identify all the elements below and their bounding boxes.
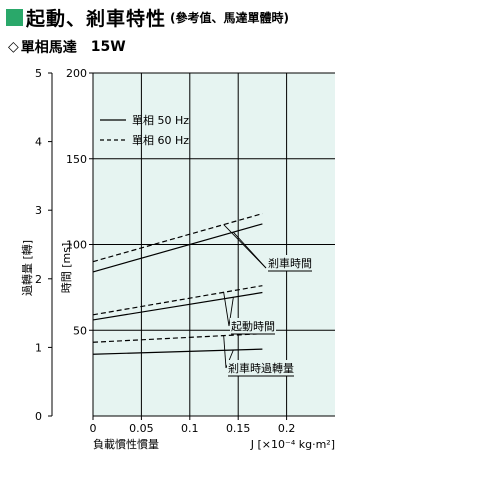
annotation-label-background xyxy=(227,360,295,376)
annotation-leader-line xyxy=(223,224,267,269)
series-line xyxy=(92,223,263,273)
time-tick-label: 150 xyxy=(66,153,87,166)
annotation-label-background xyxy=(230,318,276,334)
title-marker-icon xyxy=(6,8,23,26)
motor-power-label: 15W xyxy=(90,39,126,55)
annotation-label: 起動時間 xyxy=(231,319,275,333)
time-tick-label: 50 xyxy=(73,324,87,337)
overrun-tick-label: 0 xyxy=(35,410,42,423)
annotation-label-background xyxy=(267,255,313,271)
overrun-axis-title: 過轉量 [轉] xyxy=(21,240,34,296)
overrun-tick-label: 1 xyxy=(35,341,42,354)
motor-type-label: 單相馬達 xyxy=(20,40,77,56)
x-axis-unit: J [×10⁻⁴ kg·m²] xyxy=(250,438,335,451)
overrun-tick-label: 3 xyxy=(35,204,42,217)
page-title: 起動、剎車特性 xyxy=(26,7,167,30)
series-line xyxy=(92,348,263,355)
annotation-leader-line xyxy=(223,335,227,369)
series-line xyxy=(92,291,263,321)
overrun-tick-label: 2 xyxy=(35,273,42,286)
x-tick-label: 0.1 xyxy=(181,422,199,435)
series-line xyxy=(92,285,263,316)
x-tick-label: 0 xyxy=(90,422,97,435)
series-line xyxy=(92,333,263,343)
annotation-leader-line xyxy=(223,292,230,327)
motor-subheading: ◇ 單相馬達 15W xyxy=(8,37,126,57)
x-axis-title: 負載慣性慣量 xyxy=(93,437,159,451)
diamond-outline-icon: ◇ xyxy=(8,39,19,55)
overrun-tick-label: 4 xyxy=(35,136,42,149)
legend-label: 單相 50 Hz xyxy=(132,114,189,127)
page-subtitle: (參考值、馬達單體時) xyxy=(170,10,289,25)
time-tick-label: 200 xyxy=(66,67,87,80)
series-line xyxy=(92,213,263,263)
x-tick-label: 0.15 xyxy=(226,422,251,435)
overrun-tick-label: 5 xyxy=(35,67,42,80)
x-tick-label: 0.2 xyxy=(278,422,296,435)
annotation-label: 剎車時間 xyxy=(268,256,312,270)
annotation-leader-line xyxy=(228,297,234,327)
time-tick-label: 100 xyxy=(66,239,87,252)
legend-label: 單相 60 Hz xyxy=(132,134,189,147)
time-axis-title: 時間 [ms] xyxy=(60,243,73,294)
annotation-label: 剎車時過轉量 xyxy=(228,361,294,375)
page-header: 起動、剎車特性 (參考值、馬達單體時) xyxy=(6,6,289,30)
x-tick-label: 0.05 xyxy=(129,422,154,435)
